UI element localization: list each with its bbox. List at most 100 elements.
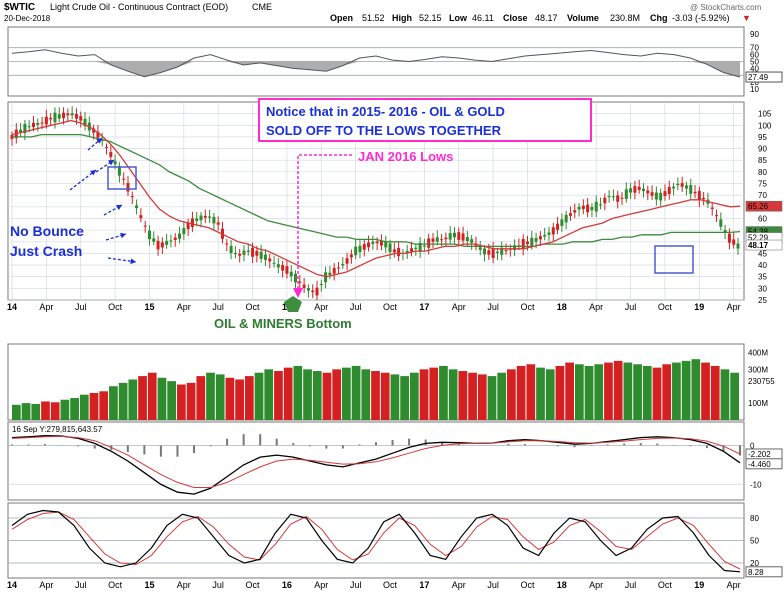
volume-bar — [177, 384, 186, 420]
macd-readout: 16 Sep Y:279,815,643.57 — [12, 425, 103, 434]
candle-body — [332, 267, 336, 274]
candle-body — [173, 237, 177, 240]
bottom-x-tick: Oct — [658, 580, 673, 590]
candle-body — [336, 267, 340, 269]
candle-body — [62, 112, 66, 119]
candle-body — [74, 114, 78, 119]
volume-bar — [147, 372, 157, 420]
notice-line1: Notice that in 2015- 2016 - OIL & GOLD — [266, 104, 505, 119]
candle-body — [19, 129, 23, 133]
bottom-x-tick: Oct — [383, 580, 398, 590]
rsi-tick-label: 10 — [750, 85, 759, 94]
volume-bar — [574, 364, 584, 420]
candle-body — [715, 215, 719, 217]
candle-body — [672, 186, 676, 189]
panels: 907060504030201027.491051009590858075706… — [7, 26, 783, 590]
bottom-x-tick: Apr — [727, 580, 741, 590]
volume-bar — [400, 376, 409, 420]
candle-body — [375, 241, 379, 244]
bottom-x-tick: 18 — [557, 580, 567, 590]
volume-bar — [109, 386, 118, 420]
candle-body — [156, 240, 160, 250]
crash-arrow-line — [69, 169, 97, 191]
candle-body — [341, 263, 345, 266]
stochastic-value-box — [745, 566, 783, 578]
high-label: High — [392, 13, 412, 23]
volume-bar — [477, 374, 487, 420]
candle-body — [195, 218, 199, 221]
candle-body — [27, 126, 31, 128]
bottom-x-tick: Jul — [350, 580, 362, 590]
bottom-x-tick: Oct — [520, 580, 535, 590]
price-x-tick: 14 — [7, 302, 17, 312]
candle-body — [268, 258, 272, 262]
low-value: 46.11 — [472, 13, 494, 23]
candle-body — [199, 215, 203, 221]
candle-body — [384, 242, 388, 248]
bottom-x-tick: 16 — [282, 580, 292, 590]
volume-bar — [448, 369, 458, 420]
price-x-tick: Oct — [108, 302, 123, 312]
volume-bar — [196, 376, 206, 420]
volume-bar — [99, 391, 109, 420]
price-tick-label: 60 — [758, 214, 767, 223]
rsi-tick-label: 40 — [750, 64, 759, 73]
volume-bar — [50, 402, 60, 420]
no-bounce-line1: No Bounce — [10, 223, 84, 239]
volume-bar — [623, 362, 633, 420]
candle-body — [435, 237, 439, 242]
volume-bar — [565, 362, 574, 420]
price-tick-label: 30 — [758, 284, 767, 293]
arrow-icon — [116, 205, 122, 211]
ohlc-readout: Open 51.52 High 52.15 Low 46.11 Close 48… — [330, 13, 751, 23]
header-bar — [0, 0, 784, 22]
bottom-x-tick: Apr — [39, 580, 53, 590]
candle-body — [530, 237, 534, 246]
bottom-label: OIL & MINERS Bottom — [214, 316, 352, 331]
candle-body — [139, 215, 143, 219]
volume-bar — [672, 362, 681, 420]
volume-tick-label: 400M — [748, 348, 768, 357]
candle-body — [216, 222, 220, 225]
candle-body — [689, 185, 693, 194]
low-label: Low — [449, 13, 468, 23]
notice-line2: SOLD OFF TO THE LOWS TOGETHER — [266, 123, 502, 138]
candle-body — [130, 196, 134, 198]
candle-body — [551, 227, 555, 235]
candle-body — [302, 284, 306, 288]
volume-bar — [60, 399, 70, 420]
candle-body — [143, 225, 147, 227]
volume-bar — [41, 401, 50, 420]
candle-body — [238, 253, 242, 256]
candle-body — [573, 210, 577, 213]
crash-arrows — [69, 137, 137, 265]
price-tick-label: 100 — [758, 121, 772, 130]
candle-body — [371, 241, 375, 244]
candle-body — [388, 243, 392, 253]
volume-bar — [390, 374, 400, 420]
candle-body — [178, 233, 182, 239]
volume-bar — [128, 379, 138, 420]
candle-body — [208, 216, 212, 218]
candle-body — [504, 250, 508, 252]
volume-bar — [555, 365, 565, 420]
candle-body — [345, 258, 349, 264]
candle-body — [79, 116, 83, 121]
candle-body — [667, 187, 671, 195]
volume-bar — [526, 364, 536, 420]
candle-body — [470, 239, 474, 243]
candle-body — [478, 247, 482, 250]
candle-body — [306, 288, 310, 291]
candle-body — [367, 242, 371, 248]
price-tick-label: 95 — [758, 133, 767, 142]
chart-date: 20-Dec-2018 — [4, 14, 51, 23]
close-label: Close — [503, 13, 528, 23]
candle-body — [568, 213, 572, 216]
candle-body — [186, 222, 190, 230]
price-tick-label: 75 — [758, 180, 767, 189]
price-x-tick: Apr — [177, 302, 191, 312]
volume-bar — [79, 394, 89, 420]
candle-body — [650, 192, 654, 196]
price-value-label: 54.38 — [748, 228, 769, 237]
candle-body — [710, 207, 714, 209]
